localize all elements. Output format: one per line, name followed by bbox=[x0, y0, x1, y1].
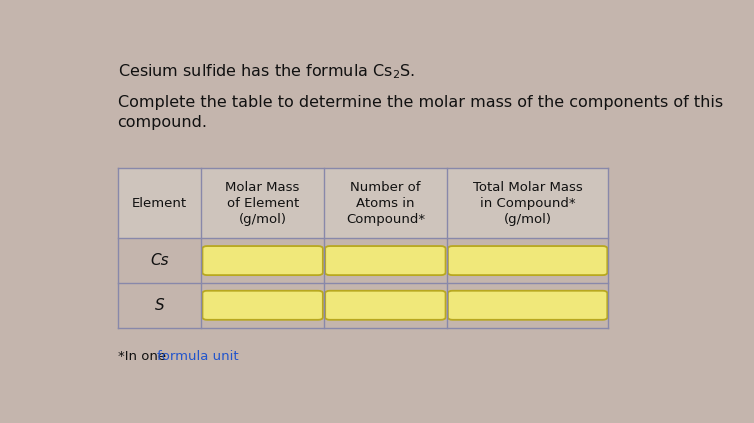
FancyBboxPatch shape bbox=[325, 291, 446, 320]
FancyBboxPatch shape bbox=[448, 291, 607, 320]
Text: Molar Mass
of Element
(g/mol): Molar Mass of Element (g/mol) bbox=[225, 181, 300, 225]
Text: formula unit: formula unit bbox=[158, 350, 239, 363]
Text: *In one: *In one bbox=[118, 350, 170, 363]
FancyBboxPatch shape bbox=[325, 246, 446, 275]
Bar bbox=[118, 283, 608, 327]
Text: Element: Element bbox=[132, 197, 187, 210]
Text: Cs: Cs bbox=[150, 253, 169, 268]
Bar bbox=[118, 168, 608, 238]
Text: Cesium sulfide has the formula $\mathrm{Cs_2S}$.: Cesium sulfide has the formula $\mathrm{… bbox=[118, 62, 415, 81]
FancyBboxPatch shape bbox=[203, 246, 323, 275]
Text: S: S bbox=[155, 298, 164, 313]
Text: Total Molar Mass
in Compound*
(g/mol): Total Molar Mass in Compound* (g/mol) bbox=[473, 181, 583, 225]
Text: Number of
Atoms in
Compound*: Number of Atoms in Compound* bbox=[346, 181, 425, 225]
FancyBboxPatch shape bbox=[448, 246, 607, 275]
Text: Complete the table to determine the molar mass of the components of this
compoun: Complete the table to determine the mola… bbox=[118, 95, 723, 129]
Bar bbox=[118, 238, 608, 283]
FancyBboxPatch shape bbox=[203, 291, 323, 320]
